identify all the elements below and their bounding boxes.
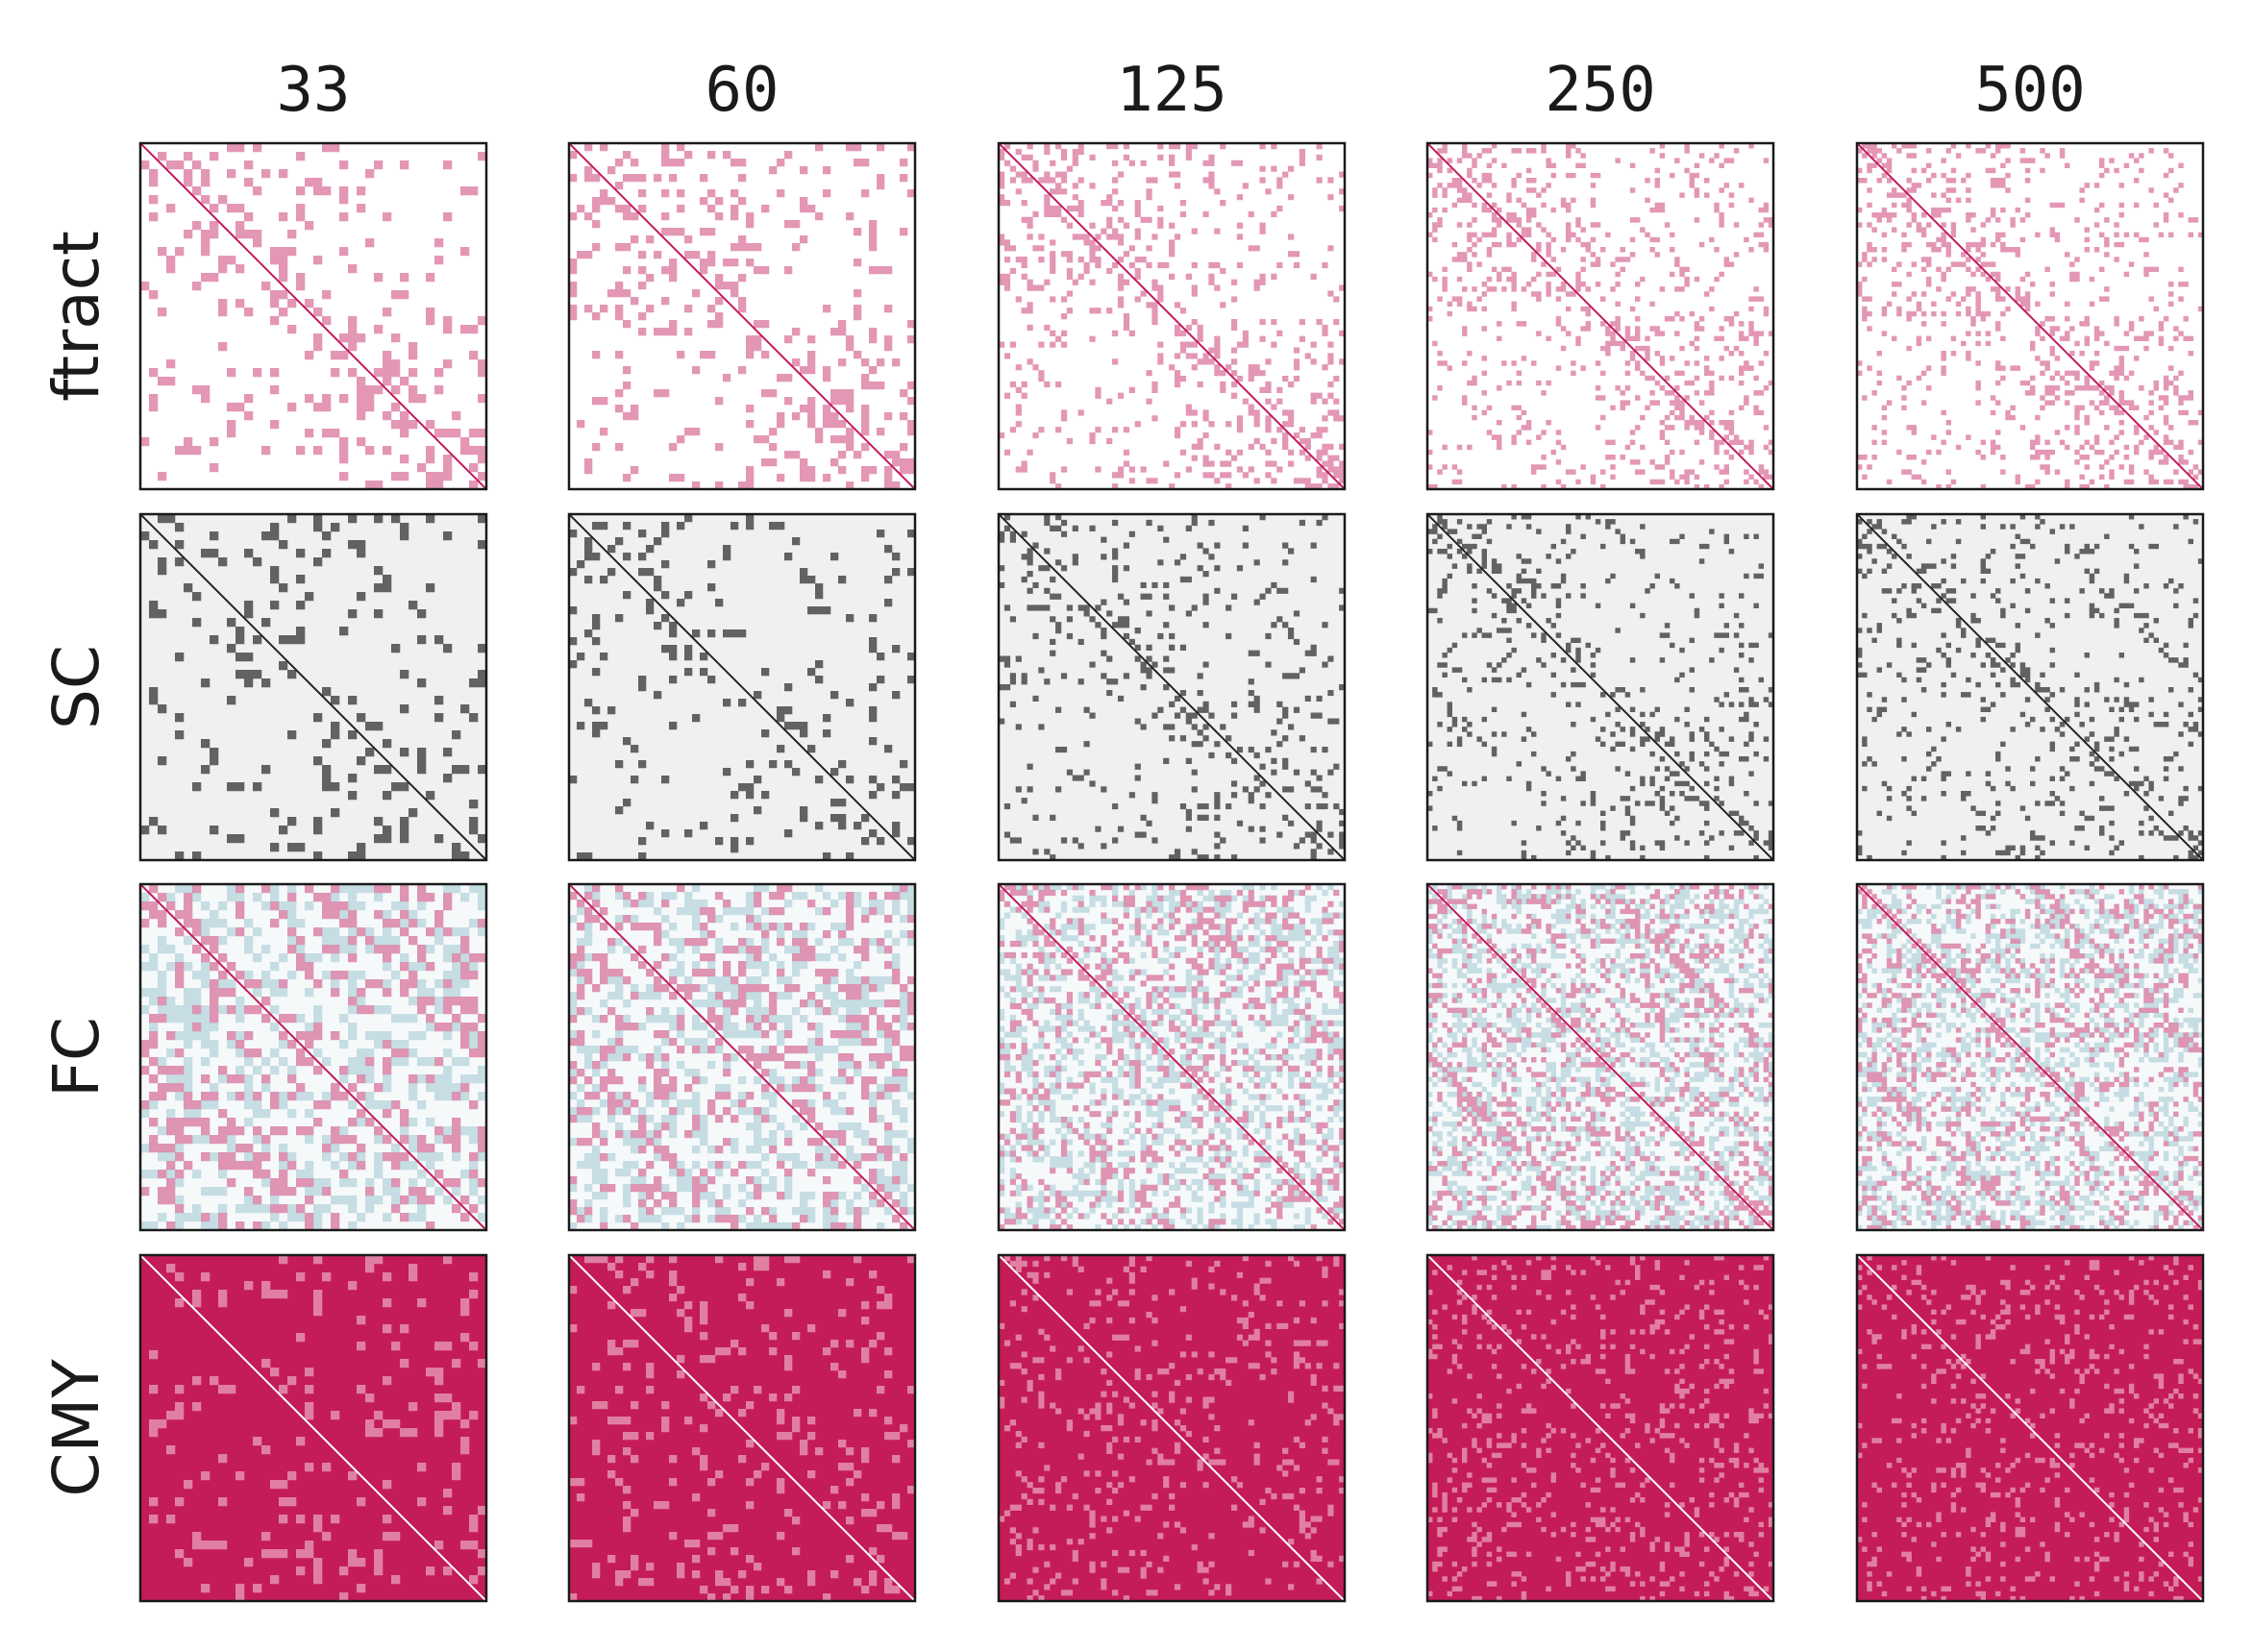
row-label-3: CMY	[39, 1359, 113, 1497]
heatmap-cells-light	[569, 1255, 915, 1601]
diagonal-line	[569, 514, 915, 860]
diagonal-line	[999, 884, 1345, 1230]
heatmap-panel-SC-33	[138, 512, 488, 862]
diagonal-line	[1427, 143, 1773, 489]
heatmap-panel-ftract-60	[567, 141, 917, 491]
column-title-2: 125	[1116, 55, 1227, 126]
panel-frame	[997, 141, 1347, 491]
panel-frame	[997, 1253, 1347, 1603]
heatmap-cells	[1857, 514, 2203, 860]
diagonal-line	[999, 514, 1345, 860]
diagonal-line	[140, 514, 486, 860]
panel-frame	[567, 141, 917, 491]
heatmap-cells	[999, 514, 1345, 860]
heatmap-panel-FC-33	[138, 882, 488, 1232]
heatmap-cells	[569, 884, 915, 1230]
heatmap-panel-CMY-250	[1425, 1253, 1775, 1603]
diagonal-line	[1857, 884, 2203, 1230]
column-title-1: 60	[705, 55, 779, 126]
heatmap-panel-CMY-60	[567, 1253, 917, 1603]
diagonal-line	[1427, 884, 1773, 1230]
diagonal-line	[140, 1255, 486, 1601]
heatmap-panel-FC-500	[1855, 882, 2205, 1232]
diagonal-line	[569, 884, 915, 1230]
heatmap-panel-ftract-125	[997, 141, 1347, 491]
heatmap-panels	[138, 141, 2205, 1603]
diagonal-line	[1857, 143, 2203, 489]
panel-frame	[567, 1253, 917, 1603]
heatmap-cells-negative	[999, 884, 1345, 1230]
row-label-0: ftract	[39, 231, 113, 402]
heatmap-cells	[569, 514, 915, 860]
panel-frame	[1425, 512, 1775, 862]
heatmap-panel-FC-125	[997, 882, 1347, 1232]
panel-frame	[1855, 882, 2205, 1232]
heatmap-panel-SC-125	[997, 512, 1347, 862]
panel-frame	[1855, 141, 2205, 491]
diagonal-line	[140, 143, 486, 489]
row-labels: ftract SC FC CMY	[39, 231, 113, 1497]
panel-frame	[138, 882, 488, 1232]
panel-frame	[1425, 882, 1775, 1232]
heatmap-panel-FC-60	[567, 882, 917, 1232]
diagonal-line	[1857, 514, 2203, 860]
panel-frame	[1425, 141, 1775, 491]
column-title-3: 250	[1545, 55, 1656, 126]
panel-frame	[1855, 1253, 2205, 1603]
heatmap-panel-ftract-33	[138, 141, 488, 491]
heatmap-cells-light	[999, 1255, 1345, 1601]
heatmap-panel-SC-60	[567, 512, 917, 862]
row-label-2: FC	[39, 1017, 113, 1097]
panel-frame	[138, 1253, 488, 1603]
row-label-1: SC	[39, 645, 113, 729]
heatmap-panel-CMY-33	[138, 1253, 488, 1603]
panel-frame	[567, 512, 917, 862]
diagonal-line	[1857, 1255, 2203, 1601]
diagonal-line	[1427, 1255, 1773, 1601]
panel-frame	[1855, 512, 2205, 862]
heatmap-cells-negative	[569, 884, 915, 1230]
heatmap-cells	[569, 143, 915, 489]
heatmap-cells	[999, 884, 1345, 1230]
heatmap-panel-CMY-500	[1855, 1253, 2205, 1603]
heatmap-panel-ftract-500	[1855, 141, 2205, 491]
diagonal-line	[999, 143, 1345, 489]
heatmap-panel-CMY-125	[997, 1253, 1347, 1603]
panel-frame	[997, 512, 1347, 862]
diagonal-line	[140, 884, 486, 1230]
heatmap-panel-FC-250	[1425, 882, 1775, 1232]
heatmap-cells-light	[149, 1255, 486, 1601]
diagonal-line	[569, 143, 915, 489]
diagonal-line	[999, 1255, 1345, 1601]
diagonal-line	[1427, 514, 1773, 860]
heatmap-panel-SC-500	[1855, 512, 2205, 862]
heatmap-cells-negative	[1427, 884, 1773, 1230]
column-title-4: 500	[1974, 55, 2086, 126]
column-title-0: 33	[276, 55, 350, 126]
panel-frame	[1425, 1253, 1775, 1603]
diagonal-line	[569, 1255, 915, 1601]
heatmap-panel-ftract-250	[1425, 141, 1775, 491]
panel-frame	[138, 141, 488, 491]
panel-frame	[567, 882, 917, 1232]
panel-frame	[997, 882, 1347, 1232]
heatmap-panel-SC-250	[1425, 512, 1775, 862]
column-titles: 33 60 125 250 500	[276, 55, 2085, 126]
panel-frame	[138, 512, 488, 862]
